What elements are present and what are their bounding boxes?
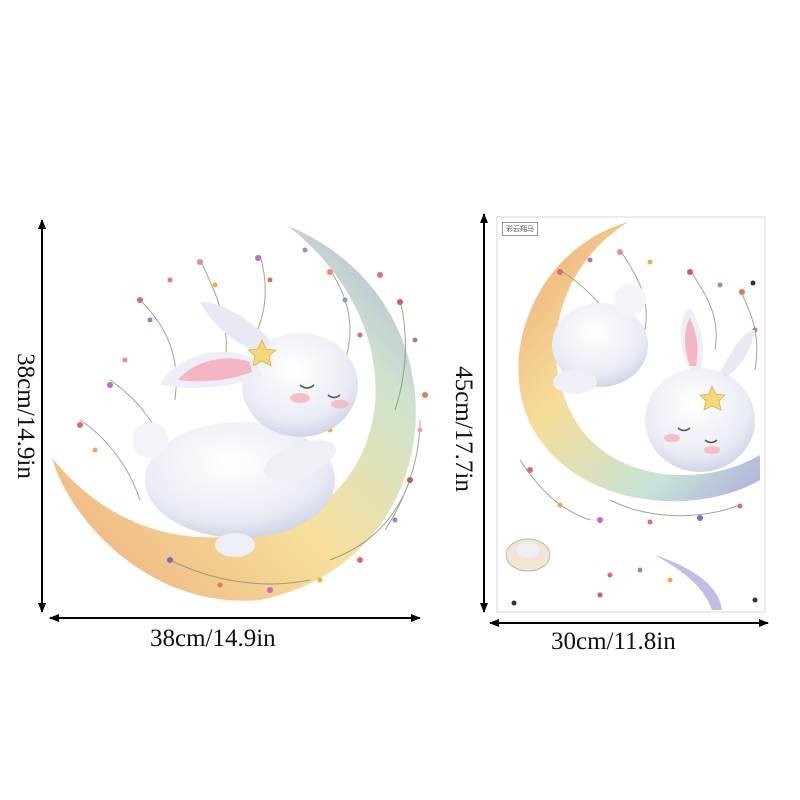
left-bunny (132, 301, 358, 557)
right-flower-dots (527, 249, 758, 598)
left-crescent-moon (52, 226, 416, 601)
right-width-label: 30cm/11.8in (551, 628, 676, 655)
right-crescent-moon (518, 222, 760, 502)
sheet-brand-tag: 彩云翔马 (502, 222, 538, 236)
right-height-label: 45cm/17.7in (450, 366, 477, 492)
right-bunny (552, 284, 755, 472)
left-decal (52, 226, 428, 601)
small-moon-fragment (655, 555, 722, 610)
left-flower-dots (77, 247, 428, 593)
small-nest-illustration (505, 538, 551, 572)
left-floral-vines (79, 254, 421, 585)
left-height-label: 38cm/14.9in (12, 353, 39, 479)
right-sheet (496, 216, 766, 613)
left-width-label: 38cm/14.9in (150, 625, 276, 652)
